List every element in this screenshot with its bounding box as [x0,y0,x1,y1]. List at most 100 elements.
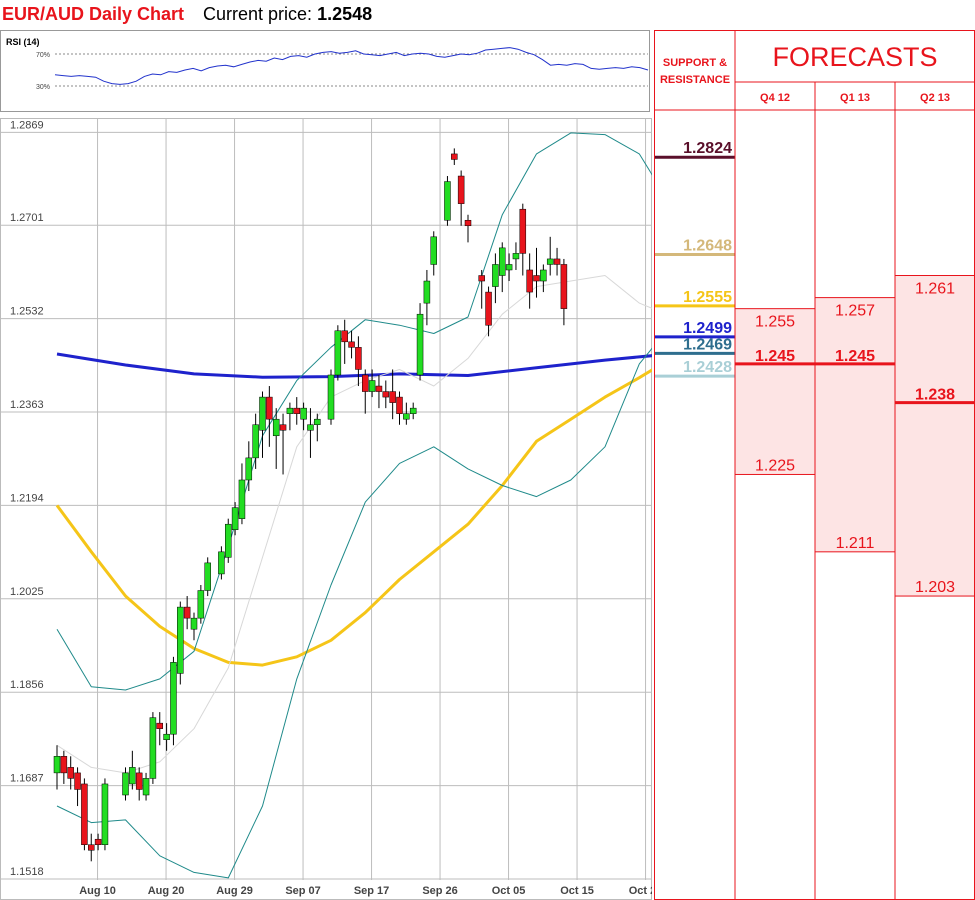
sr-label-1-2428: 1.2428 [683,359,732,376]
candle [94,833,102,851]
candle [266,386,273,447]
candle [259,391,266,458]
candle [60,750,68,784]
sr-label-1-2499: 1.2499 [683,320,732,337]
candle [293,397,300,425]
candle [396,391,403,425]
candle [245,441,253,492]
forecast-range-q2-13 [894,275,975,597]
candle-body [122,772,129,796]
candle-body [177,606,184,674]
rsi-70-label: 70% [36,52,50,59]
candle-body [218,551,225,575]
candle [526,253,533,309]
forecast-high-q2-13: 1.261 [915,281,955,298]
candle [190,612,198,641]
candle-body [540,269,547,282]
candle-body [499,247,506,276]
candle-body [74,772,81,790]
y-tick-1-2363: 1.2363 [10,399,44,411]
candle-body [512,253,520,260]
candle-body [430,236,437,265]
candle-body [341,330,348,343]
candle-body [457,175,465,204]
forecast-range-q1-13 [814,297,896,553]
candle-body [478,275,485,282]
candle-body [485,291,492,326]
candle-body [444,181,451,221]
y-tick-1-2025: 1.2025 [10,586,44,598]
candle [464,214,472,243]
sr-label-1-2555: 1.2555 [683,289,732,306]
x-tick-oct-24: Oct 24 [629,885,652,897]
candle-body [423,280,431,304]
candle [81,778,88,851]
candle-body [451,153,458,160]
candle-body [382,391,390,398]
candle [492,253,499,304]
candle-body [67,767,74,779]
candle [389,369,396,420]
candle-body [81,783,88,845]
candle-body [334,330,342,376]
candle [149,712,157,784]
candle-body [519,208,527,254]
forecast-low-q4-12: 1.225 [755,457,795,474]
price-chart: 1.2869 1.2701 1.2532 1.2363 1.2194 1.2025 1.18… [0,118,652,900]
candle [375,374,383,409]
candle-body [314,418,321,425]
series-ma_yellow-1 [55,368,652,667]
sr-label-1-2824: 1.2824 [683,140,732,157]
x-tick-aug-20: Aug 20 [148,885,185,897]
candle [279,413,287,475]
forecast-low-q1-13: 1.211 [836,535,875,552]
candle [403,402,410,425]
chart-header: EUR/AUD Daily Chart Current price: 1.254… [0,0,650,30]
rsi-30-label: 30% [36,84,50,91]
candle-body [272,418,280,437]
x-tick-oct-05: Oct 05 [492,885,526,897]
candle-body [348,341,355,348]
series-bollinger-3 [56,347,652,879]
x-tick-oct-15: Oct 15 [560,885,594,897]
candle [252,413,259,469]
candle-body [60,756,68,774]
support-resistance-lines [654,155,975,405]
candle [101,778,109,851]
candlesticks [53,148,568,862]
candle [560,258,568,326]
candle [177,601,184,685]
candle-body [183,606,191,619]
candle-body [197,590,205,619]
price-chart-frame [0,118,652,900]
candle [163,723,170,751]
y-tick-1-1856: 1.1856 [10,679,44,691]
rsi-frame [0,30,650,112]
candle-body [170,662,177,735]
candle-body [266,396,273,420]
forecast-low-q2-13: 1.203 [915,579,955,596]
y-tick-1-2194: 1.2194 [10,492,44,504]
candle-body [533,275,540,282]
candle [478,269,485,309]
candle-body [375,385,383,392]
sr-label-1-2648: 1.2648 [683,238,732,255]
candle [53,745,61,790]
candle [553,247,561,276]
candle-body [225,523,232,558]
candle [533,247,540,298]
y-tick-1-1687: 1.1687 [10,773,44,785]
candle-body [156,722,163,729]
candle-body [149,717,157,779]
forecasts-heading: FORECASTS [772,42,937,72]
candle [129,750,136,790]
candle-body [129,767,136,785]
candle [444,176,451,226]
chart-title: EUR/AUD Daily Chart [2,4,185,24]
candle [327,369,335,425]
y-tick-1-1518: 1.1518 [10,866,44,878]
candle [142,772,150,801]
candle [218,546,225,580]
x-tick-aug-10: Aug 10 [79,885,116,897]
candle-body [190,617,198,630]
